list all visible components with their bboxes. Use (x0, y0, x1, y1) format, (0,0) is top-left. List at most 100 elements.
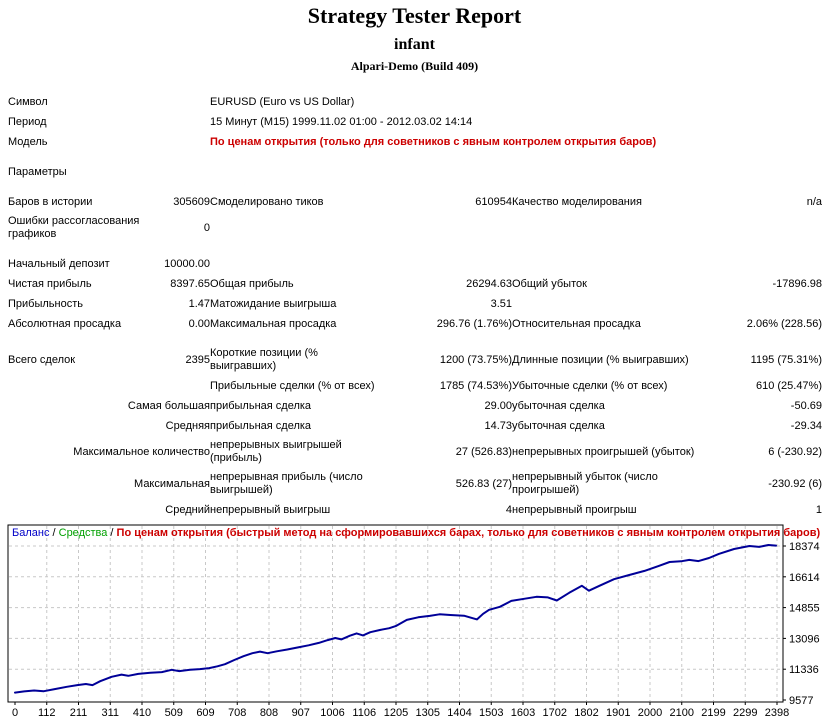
x-tick-label: 708 (228, 707, 246, 719)
stat-value: 29.00 (484, 399, 512, 412)
stat-label: Абсолютная просадка (8, 317, 122, 330)
stat-label: Смоделировано тиков (210, 195, 324, 208)
stat-value: 4 (505, 503, 512, 516)
stat-label: Короткие позиции (% выигравших) (210, 347, 318, 372)
legend-text: / (107, 527, 116, 539)
stat-label: непрерывный выигрыш (210, 503, 331, 516)
legend-text: По ценам открытия (быстрый метод на сфор… (117, 527, 821, 539)
stat-label (512, 212, 697, 244)
stat-label: Ошибки рассогласования графиков (8, 215, 140, 240)
table-row: Средний непрерывный выигрыш 4 непрерывный п… (8, 500, 822, 520)
table-row: Абсолютная просадка 0.00 Максимальная прос… (8, 314, 822, 334)
stat-label: убыточная сделка (512, 399, 605, 412)
stat-label: 15 Минут (M15) 1999.11.02 01:00 - 2012.0… (210, 115, 473, 128)
stat-label: Баров в истории (8, 195, 93, 208)
stat-value: 14.73 (484, 419, 512, 432)
stat-label (697, 294, 822, 314)
stat-label: Самая большая (127, 399, 210, 412)
table-row: Начальный депозит 10000.00 (8, 254, 822, 274)
table-row: Прибыльность 1.47 Матожидание выигрыша 3.51 (8, 294, 822, 314)
x-tick-label: 2299 (733, 707, 757, 719)
x-tick-label: 1702 (543, 707, 567, 719)
stat-value: 10000.00 (164, 257, 210, 270)
table-row: Баров в истории 305609 Смоделировано тиков… (8, 192, 822, 212)
stat-label: непрерывных проигрышей (убыток) (512, 445, 695, 458)
stat-label: убыточная сделка (512, 419, 605, 432)
stat-value: 26294.63 (466, 277, 512, 290)
legend-text: / (49, 527, 58, 539)
stat-label (512, 294, 697, 314)
stat-value: -50.69 (790, 399, 822, 412)
stat-label: Начальный депозит (8, 257, 110, 270)
stat-label: Параметры (8, 165, 67, 178)
x-tick-label: 2398 (765, 707, 789, 719)
x-tick-label: 907 (292, 707, 310, 719)
spacer-cell (8, 244, 822, 254)
stat-value: 3.51 (490, 297, 512, 310)
stat-label: непрерывный убыток (число проигрышей) (512, 471, 658, 496)
y-tick-label: 14855 (789, 603, 820, 615)
stat-label: Убыточные сделки (% от всех) (512, 379, 668, 392)
stat-label: Матожидание выигрыша (210, 297, 337, 310)
stat-value: 8397.65 (170, 277, 210, 290)
x-tick-label: 311 (101, 707, 119, 719)
stat-label: Прибыльность (8, 297, 83, 310)
stat-label (697, 254, 822, 274)
stat-label: непрерывных выигрышей (прибыль) (210, 439, 342, 464)
stat-label: Период (8, 115, 47, 128)
stat-value: 1.47 (188, 297, 210, 310)
stat-label: EURUSD (Euro vs US Dollar) (210, 95, 355, 108)
stat-label: Общая прибыль (210, 277, 294, 290)
stat-label (697, 212, 822, 244)
stat-label: Качество моделирования (512, 195, 642, 208)
spacer-cell (8, 182, 822, 192)
y-tick-label: 11336 (789, 664, 819, 676)
stat-label: непрерывный проигрыш (512, 503, 637, 516)
stat-label: прибыльная сделка (210, 419, 312, 432)
table-row: Всего сделок 2395 Короткие позиции (% выиг… (8, 344, 822, 376)
stat-value: 1200 (73.75%) (439, 353, 512, 366)
legend-text: Баланс (12, 527, 50, 539)
stat-label: По ценам открытия (только для советников… (210, 135, 657, 148)
stat-value: 526.83 (27) (455, 477, 512, 490)
stat-label: прибыльная сделка (210, 399, 312, 412)
server-build: Alpari-Demo (Build 409) (350, 59, 479, 73)
stat-label: Средний (165, 503, 210, 516)
table-row-spacer (8, 334, 822, 344)
stat-value: 6 (-230.92) (768, 445, 822, 458)
y-tick-label: 18374 (789, 541, 820, 553)
expert-name: infant (394, 36, 435, 53)
x-tick-label: 1603 (511, 707, 535, 719)
stat-value: 610954 (475, 195, 512, 208)
table-row-spacer (8, 152, 822, 162)
stat-value: 0 (203, 221, 210, 234)
stat-value: 1195 (75.31%) (750, 353, 822, 366)
stat-label: Чистая прибыль (8, 277, 92, 290)
stat-label (145, 112, 210, 132)
table-row: Символ EURUSD (Euro vs US Dollar) (8, 92, 822, 112)
chart-legend: Баланс / Средства / По ценам открытия (б… (12, 527, 820, 539)
x-tick-label: 1305 (416, 707, 440, 719)
stat-value: 2.06% (228.56) (746, 317, 822, 330)
stat-label: Длинные позиции (% выигравших) (512, 353, 689, 366)
x-tick-label: 1802 (574, 707, 598, 719)
x-tick-label: 2100 (670, 707, 694, 719)
x-tick-label: 1503 (479, 707, 503, 719)
stat-label: Символ (8, 95, 48, 108)
stat-value: -17896.98 (772, 277, 822, 290)
y-axis-labels: 9577 11336 13096 14855 16614 18374 (783, 541, 820, 707)
stat-label (210, 162, 822, 182)
balance-chart: 9577 11336 13096 14855 16614 18374 0 112 211 311 4… (7, 524, 820, 719)
stat-label: Максимальная просадка (210, 317, 337, 330)
stat-label: Всего сделок (8, 353, 76, 366)
x-tick-label: 2000 (638, 707, 662, 719)
stat-value: 0.00 (188, 317, 210, 330)
report-title: Strategy Tester Report (307, 3, 522, 28)
stat-label: Прибыльные сделки (% от всех) (210, 379, 375, 392)
table-row: Максимальное количество непрерывных выигр… (8, 436, 822, 468)
stat-label: Максимальное количество (73, 445, 210, 458)
stat-value: -29.34 (790, 419, 822, 432)
stat-label (210, 254, 380, 274)
stat-label (145, 132, 210, 152)
balance-line (14, 544, 777, 694)
